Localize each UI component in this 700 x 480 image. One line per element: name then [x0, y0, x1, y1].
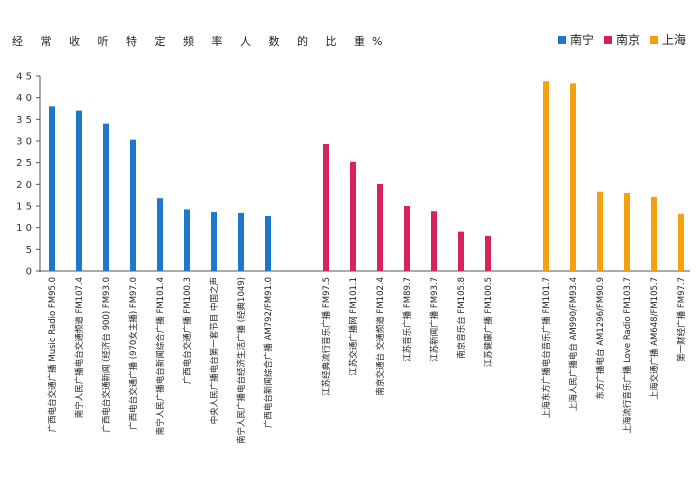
bar — [543, 81, 549, 271]
x-category-label: 南京音乐台 FM105.8 — [456, 277, 467, 359]
x-category-label: 广西电台交通新闻 (经济台 900) FM93.0 — [101, 277, 112, 433]
y-tick-label: 0 — [26, 267, 32, 278]
x-category-label: 江苏音乐广播 FM89.7 — [402, 277, 413, 362]
y-tick-label: 5 — [26, 245, 32, 256]
x-category-label: 东方广播电台 AM1296/FM90.9 — [595, 277, 606, 400]
x-category-label: 上海交通广播 AM648/FM105.7 — [649, 277, 660, 400]
y-tick-label: 4 5 — [16, 72, 32, 83]
bar — [211, 212, 217, 271]
x-category-label: 广西电台交通广播 FM100.3 — [182, 277, 193, 384]
bar — [431, 211, 437, 271]
bar — [76, 110, 82, 272]
legend-swatch-shanghai — [649, 35, 658, 44]
bar — [377, 183, 383, 271]
x-category-label: 江苏健康广播 FM100.5 — [483, 277, 494, 367]
bar — [323, 144, 329, 271]
bar — [130, 139, 136, 271]
y-tick-label: 3 0 — [16, 137, 32, 148]
legend-item-nanjing: 南京 — [603, 31, 640, 48]
legend-label-shanghai: 上海 — [661, 33, 686, 47]
bar — [458, 231, 464, 271]
legend-label-nanning: 南宁 — [569, 33, 594, 47]
chart-title: 经 常 收 听 特 定 频 率 人 数 的 比 重% — [12, 35, 390, 48]
bar — [184, 209, 190, 271]
legend: 南宁 南京 上海 — [557, 31, 686, 48]
legend-item-nanning: 南宁 — [557, 31, 594, 48]
legend-label-nanjing: 南京 — [615, 33, 640, 47]
legend-swatch-nanjing — [603, 35, 612, 44]
x-category-label: 中央人民广播电台第一套节目 中国之声 — [209, 277, 220, 424]
bar — [485, 235, 491, 271]
x-category-label: 江苏新闻广播 FM93.7 — [429, 277, 440, 362]
x-category-label: 上海东方广播电台音乐广播 FM101.7 — [541, 277, 552, 418]
bar — [350, 161, 356, 271]
x-category-label: 南宁人民广播电台交通频道 FM107.4 — [74, 277, 85, 418]
x-category-label: 江苏交通广播网 FM101.1 — [348, 277, 359, 376]
y-tick-label: 3 5 — [16, 115, 32, 126]
bar — [678, 213, 684, 271]
bar — [49, 106, 55, 271]
bar — [157, 198, 163, 271]
x-category-label: 广西电台交通广播 (970女主播) FM97.0 — [128, 277, 139, 430]
x-category-label: 上海流行音乐广播 Love Radio FM103.7 — [622, 277, 633, 434]
bar — [103, 123, 109, 272]
y-tick-label: 1 5 — [16, 202, 32, 213]
x-category-label: 南宁人民广播电台新闻综合广播 FM101.4 — [155, 277, 166, 435]
bar — [404, 206, 410, 271]
bar — [238, 212, 244, 271]
x-category-label: 南京交通台 交通频道 FM102.4 — [375, 277, 386, 395]
legend-swatch-nanning — [557, 35, 566, 44]
y-tick-label: 2 0 — [16, 180, 32, 191]
bar — [570, 83, 576, 271]
x-category-label: 江苏经典流行音乐广播 FM97.5 — [321, 277, 332, 396]
x-category-label: 广西电台交通广播 Music Radio FM95.0 — [47, 277, 58, 432]
bar — [624, 193, 630, 271]
x-category-label: 第一财经广播 FM97.7 — [676, 277, 687, 362]
bar — [265, 215, 271, 271]
x-category-label: 上海人民广播电台 AM990/FM93.4 — [568, 277, 579, 411]
y-tick-label: 4 0 — [16, 93, 32, 104]
bar — [651, 196, 657, 271]
legend-item-shanghai: 上海 — [649, 31, 686, 48]
x-category-label: 广西电台新闻综合广播 AM792/FM91.0 — [263, 277, 274, 428]
x-category-label: 南宁人民广播电台经济生活广播 (经典1049) — [236, 277, 247, 444]
y-tick-label: 2 5 — [16, 158, 32, 169]
bar — [597, 191, 603, 271]
y-tick-label: 1 0 — [16, 223, 32, 234]
